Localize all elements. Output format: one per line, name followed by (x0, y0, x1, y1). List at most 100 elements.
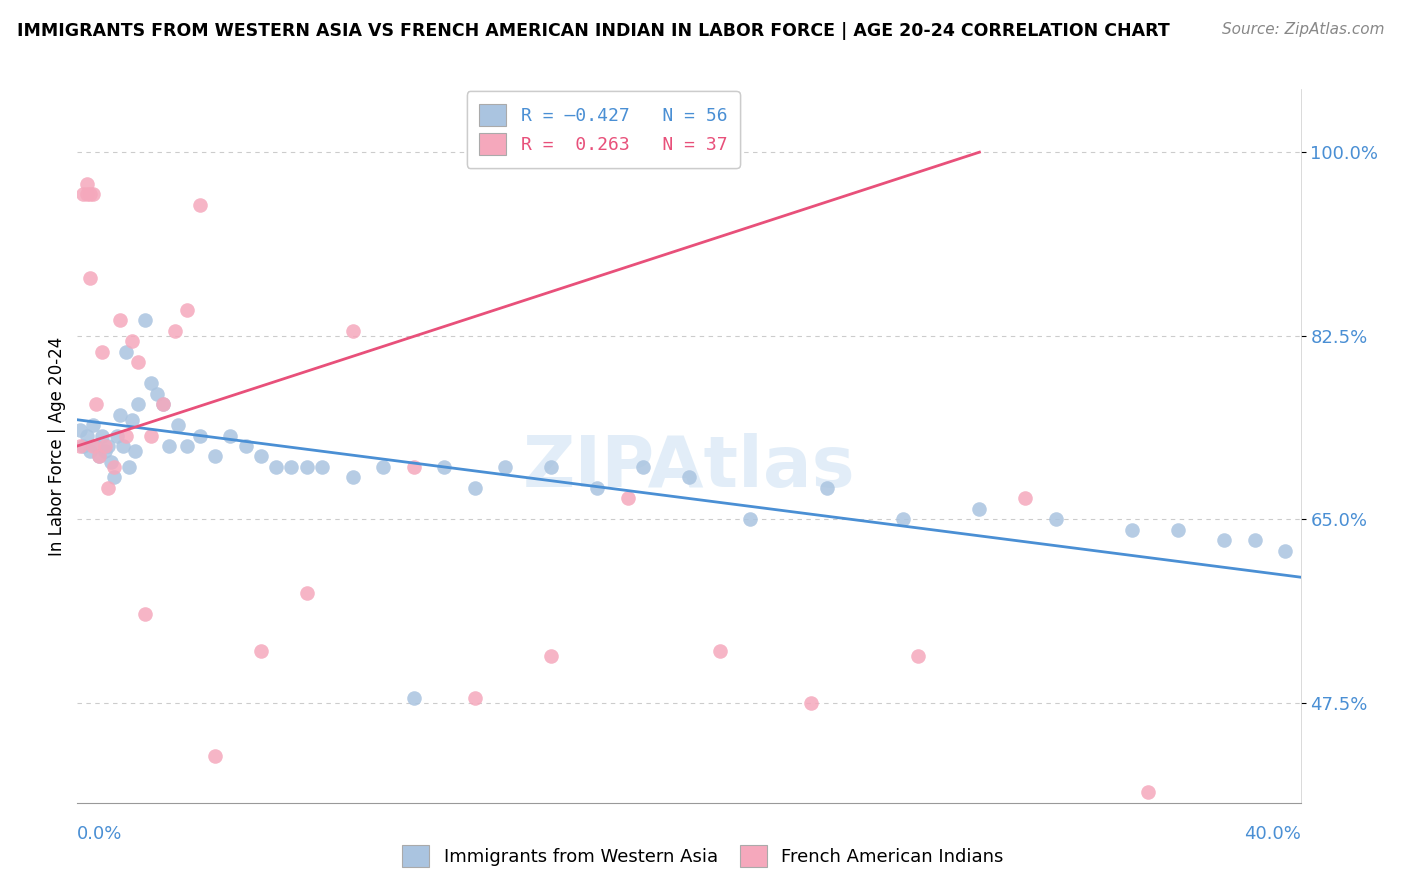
Point (124, 444, 146, 458)
Point (87, 450, 110, 464)
Text: 40.0%: 40.0% (1244, 825, 1301, 843)
Point (342, 324, 364, 338)
Point (495, 460, 517, 475)
Point (295, 586, 318, 600)
Point (402, 460, 425, 475)
Point (188, 428, 211, 442)
Point (69, 439, 91, 453)
Point (79, 187, 101, 202)
Point (127, 397, 149, 411)
Point (709, 643, 731, 657)
Point (118, 460, 141, 475)
Point (464, 481, 486, 495)
Point (127, 355, 149, 369)
Point (76, 187, 98, 202)
Point (94, 439, 117, 453)
Point (103, 460, 125, 475)
Point (1274, 544, 1296, 558)
Point (82, 439, 104, 453)
Point (69, 423, 91, 437)
Point (907, 648, 929, 663)
Point (464, 690, 486, 705)
Legend: Immigrants from Western Asia, French American Indians: Immigrants from Western Asia, French Ame… (395, 838, 1011, 874)
Point (1243, 533, 1265, 548)
Point (1213, 533, 1236, 548)
Point (134, 313, 156, 327)
Point (87, 450, 110, 464)
Point (740, 512, 762, 526)
Point (176, 439, 198, 453)
Point (82, 187, 104, 202)
Point (72, 439, 94, 453)
Point (115, 344, 138, 359)
Point (115, 428, 138, 442)
Point (1136, 785, 1159, 799)
Point (152, 397, 174, 411)
Point (90, 344, 112, 359)
Point (433, 460, 456, 475)
Point (152, 397, 174, 411)
Point (79, 271, 101, 285)
Point (176, 302, 198, 317)
Point (90, 428, 112, 442)
Point (139, 428, 162, 442)
Point (112, 439, 135, 453)
Point (165, 324, 187, 338)
Point (82, 417, 104, 432)
Point (94, 444, 117, 458)
Point (631, 460, 654, 475)
Point (204, 450, 226, 464)
Point (1121, 523, 1143, 537)
Text: IMMIGRANTS FROM WESTERN ASIA VS FRENCH AMERICAN INDIAN IN LABOR FORCE | AGE 20-2: IMMIGRANTS FROM WESTERN ASIA VS FRENCH A… (17, 22, 1170, 40)
Point (342, 470, 364, 484)
Point (76, 428, 98, 442)
Point (76, 177, 98, 191)
Point (250, 450, 273, 464)
Point (204, 748, 226, 763)
Point (103, 470, 125, 484)
Point (97, 439, 120, 453)
Y-axis label: In Labor Force | Age 20-24: In Labor Force | Age 20-24 (48, 336, 66, 556)
Point (84, 397, 107, 411)
Point (617, 491, 640, 506)
Point (678, 470, 700, 484)
Point (1045, 512, 1067, 526)
Point (280, 460, 302, 475)
Point (264, 460, 287, 475)
Point (72, 187, 94, 202)
Text: Source: ZipAtlas.com: Source: ZipAtlas.com (1222, 22, 1385, 37)
Point (402, 690, 425, 705)
Point (969, 502, 991, 516)
Point (139, 376, 162, 390)
Point (157, 439, 180, 453)
Text: 0.0%: 0.0% (77, 825, 122, 843)
Point (167, 417, 190, 432)
Point (134, 607, 156, 621)
Point (121, 413, 143, 427)
Text: ZIPAtlas: ZIPAtlas (523, 433, 855, 502)
Point (84, 439, 107, 453)
Point (79, 444, 101, 458)
Point (311, 460, 333, 475)
Point (146, 386, 169, 401)
Point (108, 408, 131, 422)
Point (586, 481, 609, 495)
Point (891, 512, 914, 526)
Point (105, 428, 128, 442)
Point (188, 197, 211, 211)
Point (1167, 523, 1189, 537)
Point (108, 313, 131, 327)
Point (235, 439, 257, 453)
Point (121, 334, 143, 348)
Point (371, 460, 394, 475)
Point (1014, 491, 1036, 506)
Point (540, 648, 562, 663)
Point (815, 481, 838, 495)
Point (250, 643, 273, 657)
Point (219, 428, 242, 442)
Legend: R = –0.427   N = 56, R =  0.263   N = 37: R = –0.427 N = 56, R = 0.263 N = 37 (467, 91, 740, 168)
Point (540, 460, 562, 475)
Point (800, 696, 823, 710)
Point (295, 460, 318, 475)
Point (100, 455, 122, 469)
